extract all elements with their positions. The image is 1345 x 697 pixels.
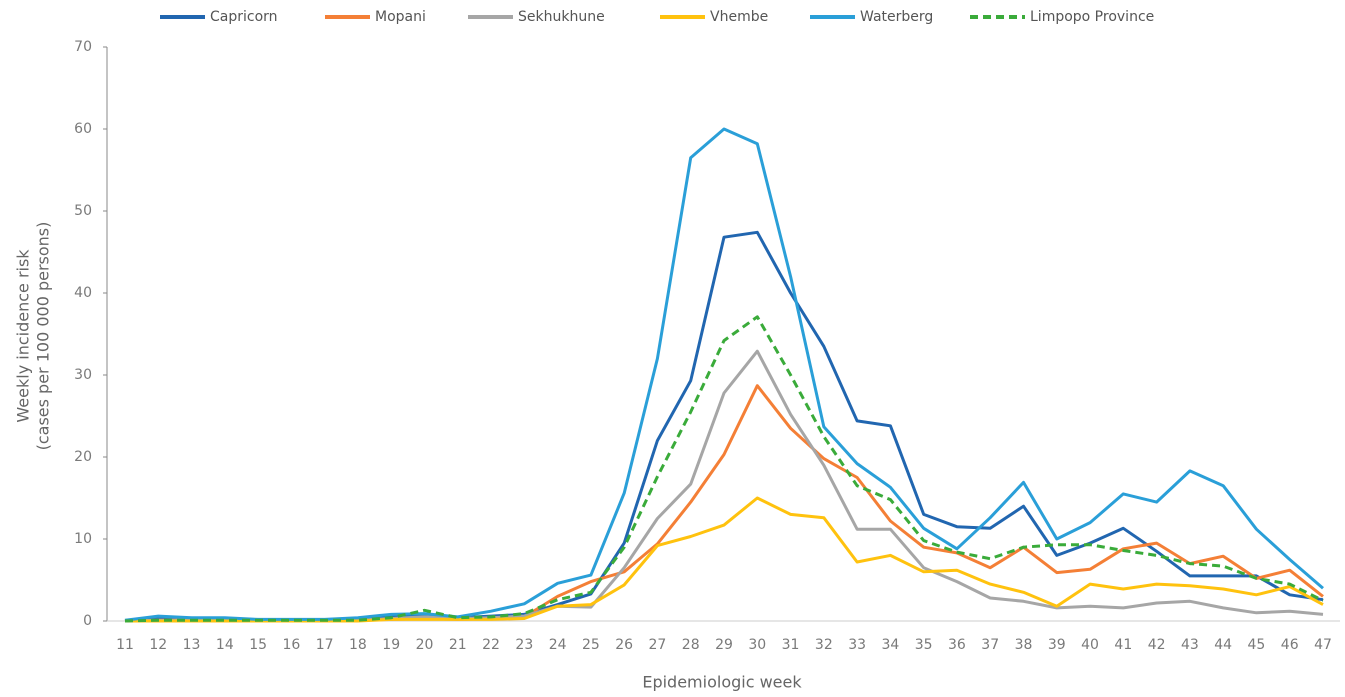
x-axis-title: Epidemiologic week — [642, 673, 802, 692]
x-tick-label: 27 — [649, 637, 667, 653]
x-tick-label: 33 — [848, 637, 866, 653]
y-tick-label: 0 — [83, 613, 92, 629]
series-line — [124, 349, 1324, 623]
x-tick-label: 18 — [349, 637, 367, 653]
x-tick-label: 14 — [216, 637, 234, 653]
x-tick-label: 45 — [1248, 637, 1266, 653]
x-tick-label: 36 — [948, 637, 966, 653]
x-tick-label: 42 — [1148, 637, 1166, 653]
legend-label: Limpopo Province — [1030, 9, 1154, 25]
y-tick-label: 50 — [74, 203, 92, 219]
x-tick-label: 28 — [682, 637, 700, 653]
y-axis-title: Weekly incidence risk — [14, 249, 33, 423]
x-tick-label: 20 — [416, 637, 434, 653]
x-tick-label: 43 — [1181, 637, 1199, 653]
legend-label: Capricorn — [210, 9, 278, 25]
series-line — [124, 315, 1324, 623]
y-axis-title: (cases per 100 000 persons) — [34, 222, 53, 451]
x-tick-label: 35 — [915, 637, 933, 653]
x-tick-label: 30 — [748, 637, 766, 653]
y-tick-label: 10 — [74, 531, 92, 547]
x-tick-label: 17 — [316, 637, 334, 653]
x-tick-label: 39 — [1048, 637, 1066, 653]
x-tick-label: 16 — [282, 637, 300, 653]
x-tick-label: 32 — [815, 637, 833, 653]
x-tick-label: 22 — [482, 637, 500, 653]
x-tick-label: 40 — [1081, 637, 1099, 653]
series-line — [125, 496, 1324, 623]
x-tick-label: 19 — [382, 637, 400, 653]
y-tick-label: 60 — [74, 121, 92, 137]
y-tick-label: 70 — [74, 39, 92, 55]
x-tick-label: 38 — [1015, 637, 1033, 653]
y-tick-label: 20 — [74, 449, 92, 465]
legend-label: Vhembe — [710, 9, 768, 25]
x-tick-label: 34 — [881, 637, 899, 653]
x-tick-label: 24 — [549, 637, 567, 653]
x-tick-label: 31 — [782, 637, 800, 653]
x-tick-label: 11 — [116, 637, 134, 653]
legend-label: Waterberg — [860, 9, 933, 25]
x-tick-label: 15 — [249, 637, 267, 653]
y-tick-label: 30 — [74, 367, 92, 383]
x-tick-label: 44 — [1214, 637, 1232, 653]
x-tick-label: 26 — [615, 637, 633, 653]
x-tick-label: 23 — [515, 637, 533, 653]
x-tick-label: 13 — [183, 637, 201, 653]
x-tick-label: 37 — [981, 637, 999, 653]
y-tick-label: 40 — [74, 285, 92, 301]
x-tick-label: 29 — [715, 637, 733, 653]
x-tick-label: 41 — [1114, 637, 1132, 653]
series-line — [124, 230, 1324, 623]
x-tick-label: 12 — [149, 637, 167, 653]
legend-label: Mopani — [375, 9, 426, 25]
x-tick-label: 25 — [582, 637, 600, 653]
x-tick-label: 46 — [1281, 637, 1299, 653]
legend-label: Sekhukhune — [518, 9, 605, 25]
x-tick-label: 47 — [1314, 637, 1332, 653]
x-tick-label: 21 — [449, 637, 467, 653]
